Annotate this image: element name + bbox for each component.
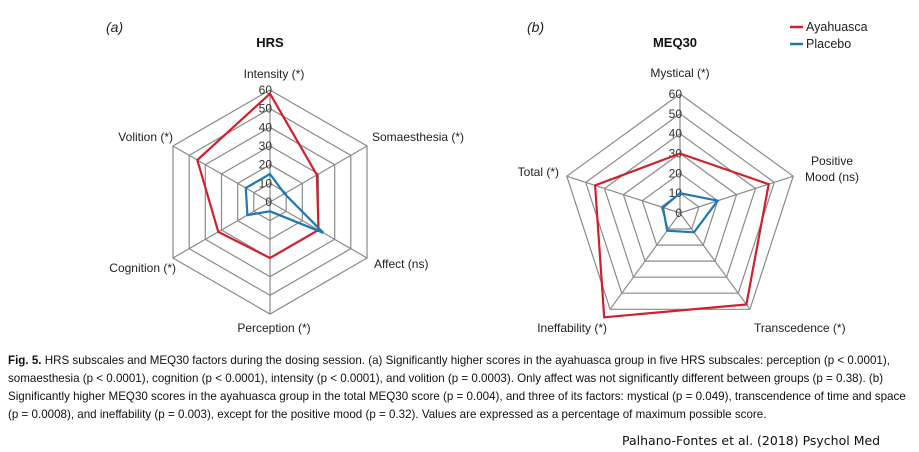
chart-meq30-grid-ring <box>660 192 700 230</box>
chart-meq30-axis-label-positive-line2: Mood (ns) <box>805 170 859 184</box>
chart-meq30-spoke <box>609 212 681 310</box>
chart-hrs-tick-label: 30 <box>259 139 273 153</box>
chart-hrs-series-placebo <box>244 172 325 234</box>
chart-meq30-grid-ring <box>641 172 719 246</box>
chart-meq30-spoke <box>566 175 681 214</box>
caption-text: HRS subscales and MEQ30 factors during t… <box>8 354 906 421</box>
figure-caption: Fig. 5. HRS subscales and MEQ30 factors … <box>8 352 908 424</box>
legend-label-ayahuasca: Ayahuasca <box>806 20 868 34</box>
chart-meq30-tick-label: 50 <box>669 107 683 121</box>
chart-meq30-tick-label: 60 <box>669 87 683 101</box>
chart-meq30-series-placebo <box>661 192 720 234</box>
chart-hrs-spoke <box>172 145 271 203</box>
chart-hrs-title: HRS <box>256 35 284 50</box>
chart-hrs-tick-label: 50 <box>259 102 273 116</box>
chart-hrs-axis-label-perception: Perception (*) <box>237 321 310 335</box>
chart-hrs-axis-label-intensity: Intensity (*) <box>244 67 305 81</box>
chart-meq30-axis-label-mystical: Mystical (*) <box>650 66 709 80</box>
chart-meq30-panel-label: (b) <box>527 19 544 35</box>
chart-meq30-grid-ring <box>603 132 757 278</box>
chart-meq30-axis-label-total: Total (*) <box>518 165 559 179</box>
chart-hrs-tick-label: 40 <box>259 120 273 134</box>
chart-meq30-tick-label: 10 <box>669 186 683 200</box>
chart-hrs-tick-label: 20 <box>259 158 273 172</box>
chart-hrs-series-ayahuasca <box>196 91 320 260</box>
chart-meq30-axis-label-ineffability: Ineffability (*) <box>537 321 607 335</box>
chart-meq30-axis-label-transcedence: Transcedence (*) <box>754 321 846 335</box>
chart-hrs-spoke <box>172 201 271 259</box>
chart-hrs-tick-label: 0 <box>265 195 272 209</box>
chart-hrs-axis-label-somaesthesia: Somaesthesia (*) <box>372 130 464 144</box>
chart-meq30-tick-label: 0 <box>675 206 682 220</box>
chart-meq30-spoke <box>679 175 794 214</box>
chart-hrs-axis-label-volition: Volition (*) <box>118 130 173 144</box>
chart-meq30-grid-ring <box>566 93 794 310</box>
chart-hrs-axis-label-affect: Affect (ns) <box>374 257 428 271</box>
chart-hrs-panel-label: (a) <box>106 19 123 35</box>
chart-meq30-title: MEQ30 <box>653 35 697 50</box>
chart-meq30-series-ayahuasca <box>593 152 770 319</box>
citation-credit: Palhano-Fontes et al. (2018) Psychol Med <box>622 433 881 448</box>
chart-hrs-axis-label-cognition: Cognition (*) <box>109 261 176 275</box>
chart-meq30-tick-label: 40 <box>669 127 683 141</box>
legend-label-placebo: Placebo <box>806 37 851 51</box>
chart-hrs-spoke <box>269 145 368 203</box>
figure-label: Fig. 5. <box>8 354 42 367</box>
chart-meq30-grid-ring <box>622 152 738 262</box>
chart-meq30-tick-label: 20 <box>669 166 683 180</box>
chart-meq30-axis-label-positive-line1: Positive <box>811 154 853 168</box>
chart-meq30-spoke <box>679 212 751 310</box>
radar-figure: 0 10 20 30 40 50 60 Intensity (*) Somaesthesia (… <box>106 19 868 335</box>
chart-meq30-grid-ring <box>584 113 776 294</box>
